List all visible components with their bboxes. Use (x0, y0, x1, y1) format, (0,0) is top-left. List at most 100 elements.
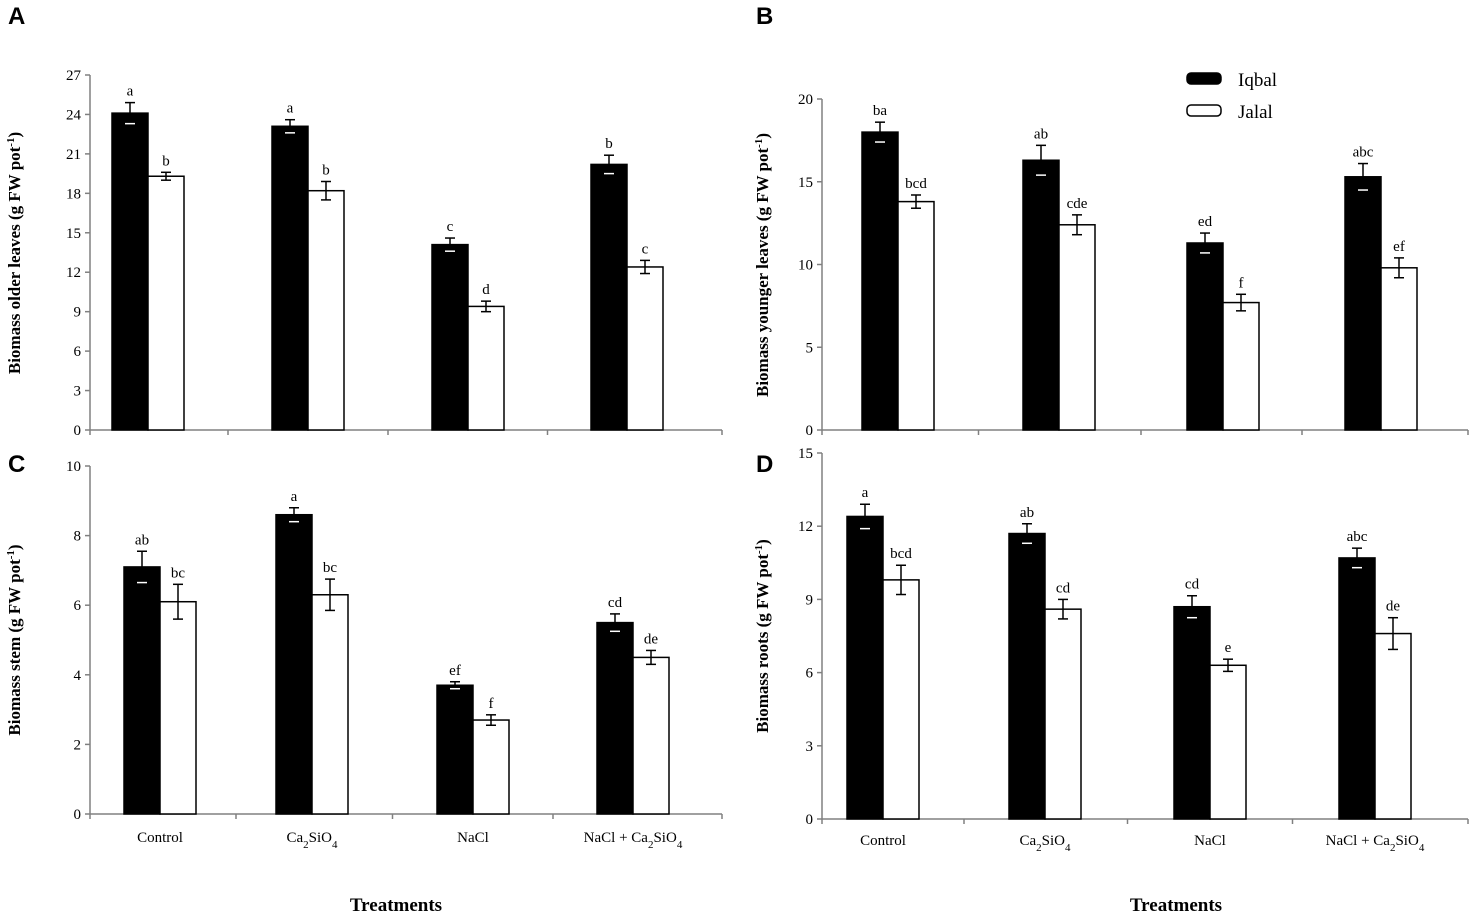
bar-d-jalal-3 (1209, 664, 1247, 820)
y-tick-label-a: 15 (66, 226, 81, 242)
y-tick-label-c: 8 (74, 529, 82, 545)
category-label-c: Control (137, 830, 183, 846)
bar-a-jalal-2 (307, 189, 345, 431)
category-label-d: Control (860, 833, 906, 849)
x-axis-label-c: Treatments (350, 895, 442, 914)
y-tick-label-a: 27 (66, 68, 82, 84)
y-axis-label-d: Biomass roots (g FW pot-1) (753, 539, 772, 733)
significance-label-b: cde (1067, 196, 1088, 212)
bar-d-jalal-4 (1374, 632, 1412, 820)
significance-label-b: ed (1198, 214, 1213, 230)
significance-label-d: bcd (890, 546, 912, 562)
significance-label-d: de (1386, 599, 1401, 615)
significance-label-d: abc (1347, 529, 1368, 545)
category-label-d: NaCl (1194, 833, 1226, 849)
y-tick-label-d: 9 (806, 592, 814, 608)
y-axis-label-c: Biomass stem (g FW pot-1) (5, 544, 24, 735)
y-axis-label-a: Biomass older leaves (g FW pot-1) (5, 132, 24, 374)
y-tick-label-d: 12 (798, 519, 813, 535)
y-tick-label-d: 0 (806, 812, 814, 828)
bar-a-iqbal-3 (431, 243, 469, 431)
significance-label-c: ef (449, 663, 461, 679)
bar-a-jalal-1 (147, 175, 185, 431)
significance-label-d: ab (1020, 505, 1034, 521)
y-axis-label-b: Biomass younger leaves (g FW pot-1) (753, 133, 772, 397)
y-tick-label-a: 0 (74, 423, 82, 439)
panel-letter-d: D (756, 451, 773, 478)
significance-label-c: ab (135, 532, 149, 548)
significance-label-d: e (1225, 640, 1232, 656)
significance-label-c: cd (608, 595, 623, 611)
bar-a-iqbal-2 (271, 125, 309, 431)
bar-c-jalal-2 (311, 594, 349, 815)
panel-letter-b: B (756, 3, 773, 30)
significance-label-a: a (127, 84, 134, 100)
y-tick-label-a: 3 (74, 384, 82, 400)
significance-label-a: d (482, 282, 490, 298)
significance-label-c: bc (171, 565, 186, 581)
significance-label-a: c (447, 219, 454, 235)
bar-d-jalal-1 (882, 579, 920, 820)
significance-label-a: b (162, 153, 170, 169)
category-label-d: NaCl + Ca2SiO4 (1326, 833, 1425, 854)
y-tick-label-a: 12 (66, 265, 81, 281)
y-tick-label-c: 10 (66, 459, 81, 475)
bar-b-iqbal-2 (1022, 159, 1060, 431)
y-tick-label-c: 2 (74, 737, 82, 753)
y-tick-label-d: 3 (806, 739, 814, 755)
significance-label-d: cd (1185, 577, 1200, 593)
category-label-c: NaCl + Ca2SiO4 (584, 830, 683, 851)
bar-a-iqbal-4 (590, 163, 628, 431)
bar-b-jalal-3 (1222, 301, 1260, 431)
bar-c-iqbal-3 (436, 684, 474, 815)
significance-label-a: c (642, 241, 649, 257)
bar-b-iqbal-4 (1344, 176, 1382, 431)
y-tick-label-b: 0 (806, 423, 814, 439)
significance-label-d: a (862, 485, 869, 501)
category-label-c: NaCl (457, 830, 489, 846)
bar-a-iqbal-1 (111, 112, 149, 431)
y-tick-label-d: 6 (806, 666, 814, 682)
significance-label-c: f (489, 696, 494, 712)
significance-label-b: ab (1034, 126, 1048, 142)
y-tick-label-a: 24 (66, 107, 82, 123)
significance-label-b: f (1239, 275, 1244, 291)
bar-b-jalal-2 (1058, 224, 1096, 431)
y-tick-label-b: 15 (798, 175, 813, 191)
y-tick-label-b: 10 (798, 258, 813, 274)
bar-b-jalal-4 (1380, 267, 1418, 431)
bar-d-iqbal-4 (1338, 557, 1376, 820)
legend-label-iqbal: Iqbal (1238, 70, 1277, 91)
bar-c-iqbal-4 (596, 621, 634, 815)
y-tick-label-c: 0 (74, 807, 82, 823)
bar-c-iqbal-1 (123, 566, 161, 815)
panel-letter-c: C (8, 451, 25, 478)
significance-label-b: ef (1393, 239, 1405, 255)
category-label-d: Ca2SiO4 (1019, 833, 1071, 854)
bar-d-iqbal-3 (1173, 605, 1211, 820)
x-axis-label-d: Treatments (1130, 895, 1222, 914)
y-tick-label-c: 4 (74, 668, 82, 684)
y-tick-label-b: 20 (798, 92, 813, 108)
legend-swatch-iqbal (1186, 72, 1222, 85)
significance-label-a: b (322, 163, 330, 179)
significance-label-a: b (605, 136, 613, 152)
legend-swatch-jalal (1186, 104, 1222, 117)
bar-b-iqbal-3 (1186, 242, 1224, 431)
bar-c-jalal-4 (632, 656, 670, 815)
significance-label-b: ba (873, 103, 888, 119)
panel-letter-a: A (8, 3, 25, 30)
bar-c-iqbal-2 (275, 513, 313, 815)
bar-b-iqbal-1 (861, 131, 899, 431)
bar-d-iqbal-2 (1008, 532, 1046, 820)
category-label-c: Ca2SiO4 (286, 830, 338, 851)
bar-a-jalal-4 (626, 266, 664, 431)
y-tick-label-a: 6 (74, 344, 82, 360)
y-tick-label-a: 9 (74, 305, 82, 321)
significance-label-c: a (291, 489, 298, 505)
significance-label-c: de (644, 631, 659, 647)
bar-c-jalal-1 (159, 600, 197, 815)
bar-d-jalal-2 (1044, 608, 1082, 820)
significance-label-c: bc (323, 560, 338, 576)
